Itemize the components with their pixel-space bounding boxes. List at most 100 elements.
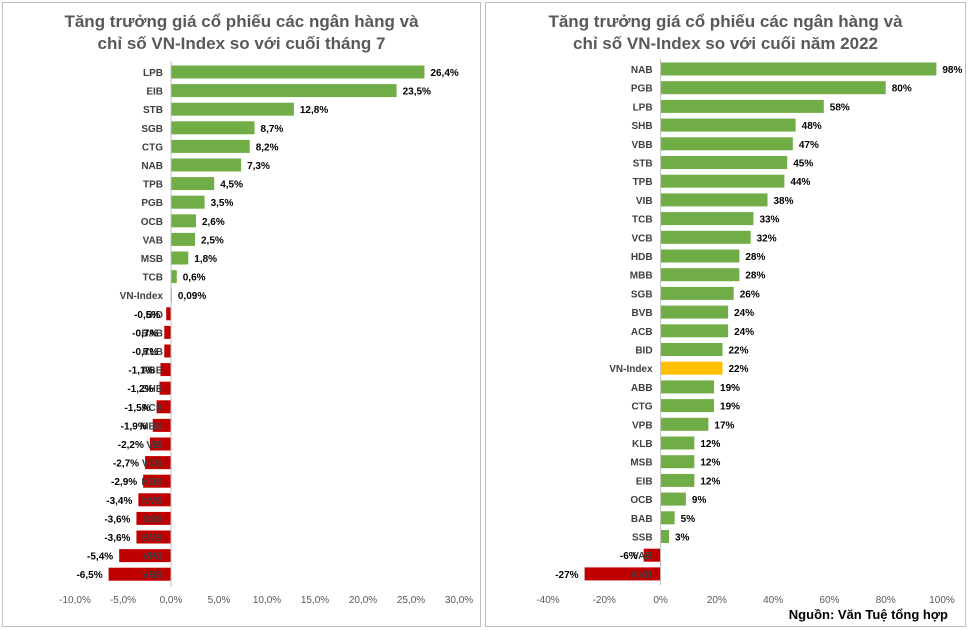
left-chart-tick-label: 25,0% — [397, 595, 425, 606]
left-chart-category-label: MBB — [140, 421, 163, 432]
left-chart-data-label: -2,9% — [111, 477, 137, 488]
left-chart-bar — [149, 437, 171, 451]
left-chart-category-label: VBB — [142, 570, 163, 581]
left-chart-data-label: 2,6% — [202, 217, 225, 228]
left-chart-category-label: VCB — [142, 459, 163, 470]
right-chart-bar — [660, 343, 723, 356]
right-chart-category-label: OCB — [630, 495, 652, 506]
right-chart-data-label: 32% — [757, 233, 777, 244]
right-chart-category-label: ACB — [631, 327, 653, 338]
right-chart-tick-label: 40% — [763, 595, 783, 606]
left-chart-bar — [164, 344, 171, 358]
left-chart-bar — [143, 474, 171, 488]
left-chart-category-label: ABB — [141, 366, 163, 377]
right-chart-category-label: VAB — [632, 551, 652, 562]
right-chart-data-label: 48% — [802, 121, 822, 132]
left-chart-category-label: KLB — [142, 347, 163, 358]
left-chart-bar — [171, 177, 215, 191]
right-chart-data-label: 12% — [700, 439, 720, 450]
left-chart-data-label: 26,4% — [430, 68, 458, 79]
right-chart-data-label: 24% — [734, 327, 754, 338]
right-chart-bar — [660, 137, 793, 151]
left-chart-bar — [160, 363, 171, 377]
left-chart-category-label: NVB — [142, 496, 163, 507]
left-chart-data-label: -1,5% — [124, 403, 150, 414]
chart-title-right: Tăng trưởng giá cổ phiếu các ngân hàng v… — [486, 11, 965, 55]
right-chart-bar — [660, 473, 695, 487]
left-chart-category-label: BVB — [142, 533, 163, 544]
left-chart-tick-label: 15,0% — [301, 595, 329, 606]
right-chart-category-label: TPB — [633, 177, 653, 188]
right-chart-category-label: VCB — [631, 233, 652, 244]
right-chart-data-label: 28% — [745, 252, 765, 263]
left-chart-bar — [156, 400, 171, 414]
left-chart-data-label: -6,5% — [76, 570, 102, 581]
left-chart-data-label: 7,3% — [247, 161, 270, 172]
left-chart-tick-label: -5,0% — [110, 595, 136, 606]
left-chart-data-label: -3,6% — [104, 533, 130, 544]
left-chart-category-label: TPB — [143, 180, 163, 191]
right-chart-data-label: 3% — [675, 533, 690, 544]
left-chart-bar — [136, 511, 171, 525]
right-chart-category-label: STB — [633, 159, 653, 170]
left-chart-data-label: -2,2% — [118, 440, 144, 451]
right-chart-bar — [660, 380, 715, 394]
left-chart-bar — [171, 251, 189, 265]
right-chart-category-label: NVB — [631, 570, 652, 581]
right-chart-tick-label: 20% — [707, 595, 727, 606]
right-chart-bar — [660, 230, 751, 244]
left-chart-tick-label: 0,0% — [160, 595, 183, 606]
right-chart-data-label: 80% — [892, 84, 912, 95]
left-chart-data-label: 12,8% — [300, 105, 328, 116]
right-chart-data-label: 47% — [799, 140, 819, 151]
left-chart-bar — [136, 530, 171, 544]
left-chart-category-label: VAB — [143, 235, 163, 246]
left-chart-data-label: 3,5% — [211, 198, 234, 209]
right-chart-bar — [660, 436, 695, 450]
left-chart-category-label: CTG — [142, 142, 163, 153]
right-chart-bar — [660, 399, 715, 413]
right-chart-category-label: LPB — [633, 102, 653, 113]
left-chart-tick-label: 20,0% — [349, 595, 377, 606]
right-chart-tick-label: 0% — [653, 595, 668, 606]
left-chart-bar — [164, 325, 171, 339]
bar-chart-right: NAB 98% PGB 80% LPB 58% SHB 48% VBB 47% STB 45% TPB 4… — [536, 59, 962, 606]
chart-title-left-line-2: chỉ số VN-Index so với cuối tháng 7 — [97, 34, 386, 53]
right-chart-bar — [660, 361, 723, 375]
right-chart-bar — [584, 567, 661, 581]
source-note: Nguồn: Văn Tuệ tổng hợp — [788, 607, 948, 622]
right-chart-data-label: 98% — [942, 65, 962, 76]
right-chart-bar — [660, 455, 695, 469]
right-chart-category-label: VBB — [631, 140, 652, 151]
bar-chart-left: LPB 26,4% EIB 23,5% STB 12,8% SGB 8,7% CTG 8,2% NA… — [59, 61, 473, 606]
right-chart-data-label: 5% — [681, 514, 696, 525]
right-chart-tick-label: 100% — [929, 595, 955, 606]
right-chart-data-label: 24% — [734, 308, 754, 319]
left-chart-bar — [171, 158, 242, 172]
left-chart-bar — [108, 567, 171, 581]
left-chart-category-label: LPB — [143, 68, 163, 79]
right-chart-bar — [660, 511, 675, 525]
right-chart-category-label: VIB — [636, 196, 653, 207]
right-chart-data-label: 12% — [700, 458, 720, 469]
right-chart-category-label: MBB — [630, 271, 653, 282]
right-chart-data-label: -6% — [620, 551, 638, 562]
right-chart-data-label: 38% — [774, 196, 794, 207]
right-chart-bar — [660, 492, 686, 506]
left-chart-category-label: HDB — [141, 477, 163, 488]
right-chart-category-label: TCB — [632, 215, 653, 226]
right-chart-bar — [643, 548, 661, 562]
right-chart-data-label: 12% — [700, 476, 720, 487]
right-chart-category-label: ABB — [631, 383, 653, 394]
right-chart-bar — [660, 305, 729, 319]
right-chart-data-label: 33% — [759, 215, 779, 226]
right-chart-tick-label: 60% — [819, 595, 839, 606]
right-chart-category-label: SHB — [631, 121, 652, 132]
right-chart-category-label: VN-Index — [609, 364, 653, 375]
left-chart-category-label: BID — [146, 310, 163, 321]
left-chart-bar — [171, 270, 177, 284]
right-chart-category-label: NAB — [631, 65, 653, 76]
right-chart-data-label: 9% — [692, 495, 707, 506]
left-chart-bar — [138, 493, 171, 507]
left-chart-tick-label: 30,0% — [445, 595, 473, 606]
